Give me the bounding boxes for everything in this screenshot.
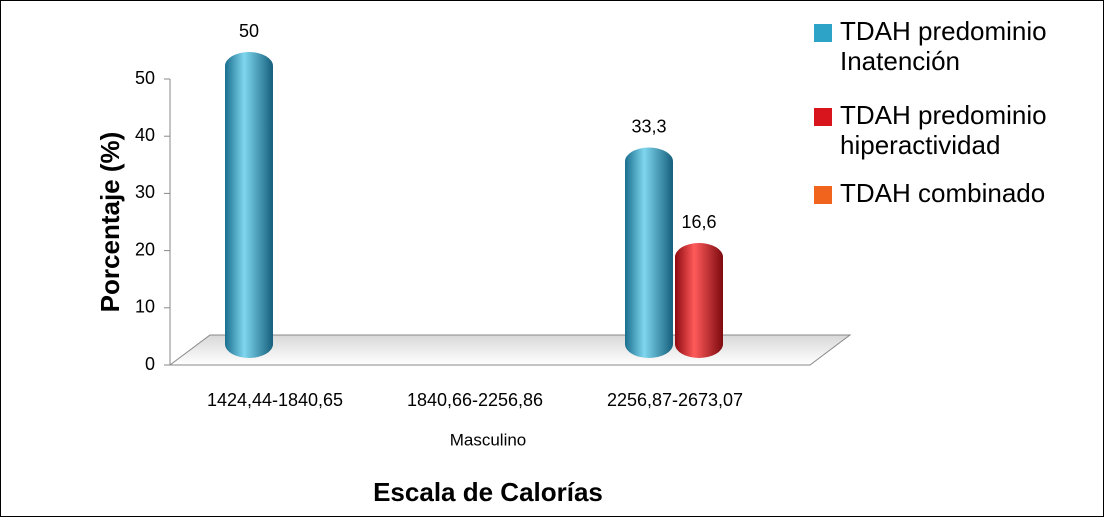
y-tick-label: 50 <box>135 68 155 88</box>
bar <box>625 147 673 358</box>
y-tick-label: 20 <box>135 239 155 259</box>
y-tick-label: 40 <box>135 125 155 145</box>
legend-label: TDAH predominio hiperactividad <box>840 100 1047 160</box>
bar <box>225 52 273 358</box>
y-tick-label: 0 <box>145 354 155 374</box>
bar <box>675 243 723 358</box>
value-label: 16,6 <box>681 212 716 232</box>
value-label: 50 <box>239 21 259 41</box>
x-axis-label: Escala de Calorías <box>373 477 603 507</box>
legend-entry: TDAH combinado <box>808 178 1104 208</box>
legend-label: TDAH predominio Inatención <box>840 16 1047 76</box>
legend-swatch <box>814 24 832 42</box>
x-tick-label: 1840,66-2256,86 <box>407 390 543 410</box>
y-tick-label: 10 <box>135 297 155 317</box>
value-label: 33,3 <box>631 116 666 136</box>
x-sublabel: Masculino <box>450 430 527 449</box>
legend-swatch <box>814 108 832 126</box>
legend-label: TDAH combinado <box>840 178 1046 208</box>
x-tick-label: 1424,44-1840,65 <box>207 390 343 410</box>
y-axis-label: Porcentaje (%) <box>95 132 125 313</box>
legend-entry: TDAH predominio Inatención <box>808 16 1104 76</box>
y-tick-label: 30 <box>135 182 155 202</box>
legend-swatch <box>814 186 832 204</box>
legend-entry: TDAH predominio hiperactividad <box>808 100 1104 160</box>
x-tick-label: 2256,87-2673,07 <box>607 390 743 410</box>
